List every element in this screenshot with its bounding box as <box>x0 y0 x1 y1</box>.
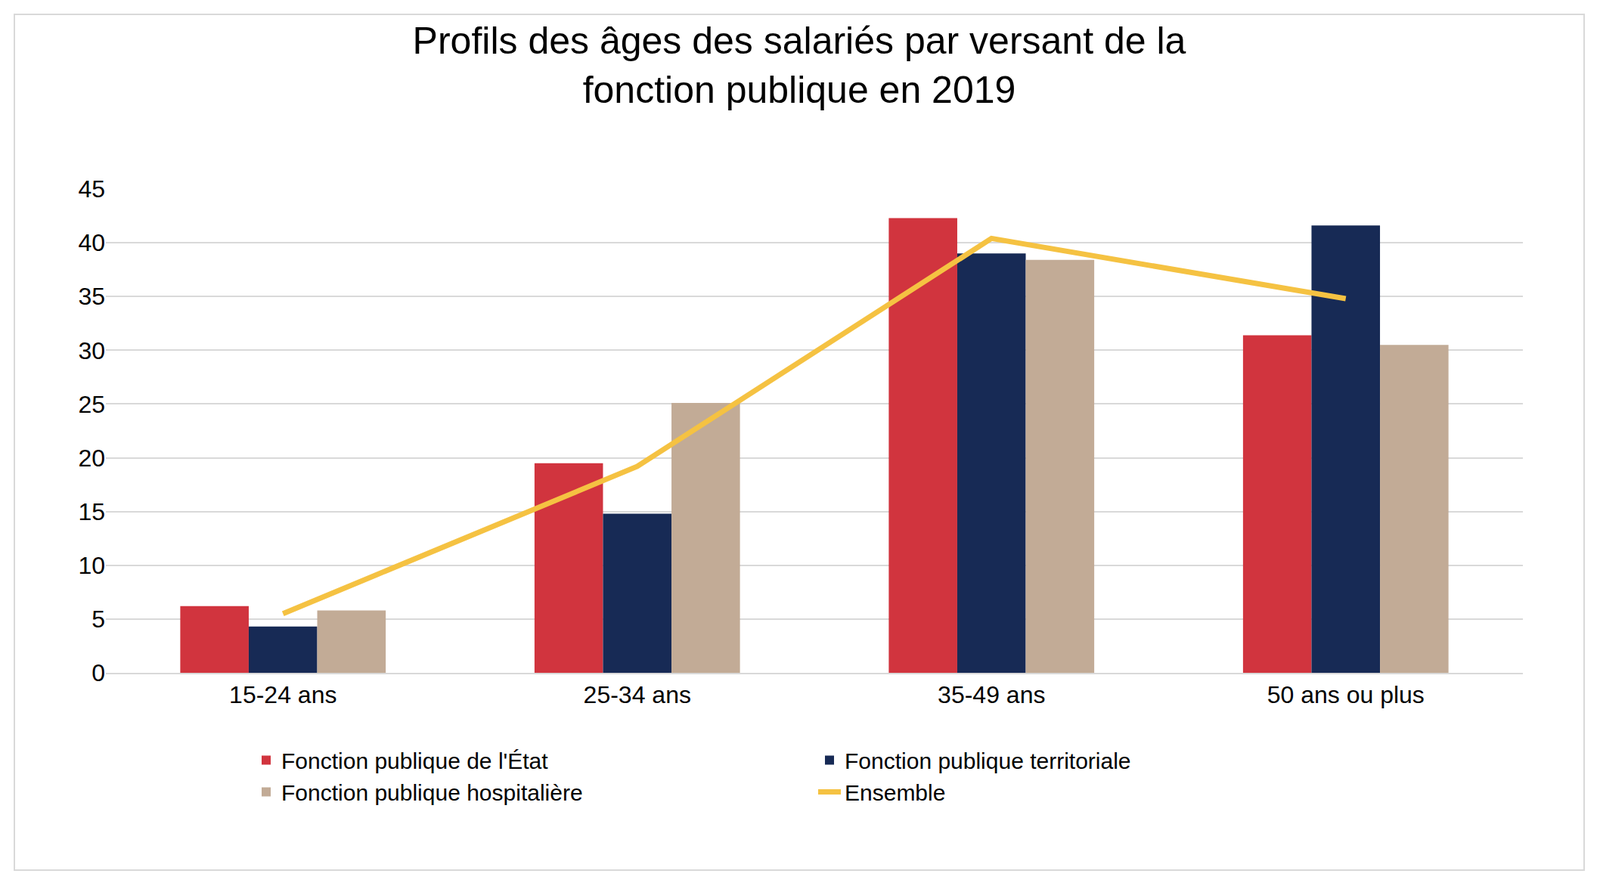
svg-text:35-49 ans: 35-49 ans <box>937 681 1045 709</box>
svg-text:Ensemble: Ensemble <box>844 780 946 806</box>
svg-text:25-34 ans: 25-34 ans <box>583 681 692 709</box>
svg-text:30: 30 <box>77 337 106 365</box>
svg-text:35: 35 <box>77 282 106 311</box>
svg-text:Fonction publique territoriale: Fonction publique territoriale <box>844 748 1132 774</box>
svg-text:15: 15 <box>77 498 106 526</box>
svg-text:0: 0 <box>91 659 106 687</box>
svg-text:10: 10 <box>77 551 106 580</box>
svg-text:40: 40 <box>77 229 106 257</box>
svg-text:15-24 ans: 15-24 ans <box>229 681 337 709</box>
svg-text:5: 5 <box>91 605 106 633</box>
svg-text:Fonction publique hospitalière: Fonction publique hospitalière <box>281 780 583 806</box>
svg-text:Profils des âges des salariés: Profils des âges des salariés par versan… <box>412 19 1187 112</box>
svg-text:25: 25 <box>77 390 106 419</box>
svg-text:45: 45 <box>77 175 106 203</box>
svg-text:Fonction publique de l'État: Fonction publique de l'État <box>281 748 549 774</box>
svg-text:20: 20 <box>77 444 106 472</box>
svg-text:50 ans ou plus: 50 ans ou plus <box>1267 681 1425 709</box>
